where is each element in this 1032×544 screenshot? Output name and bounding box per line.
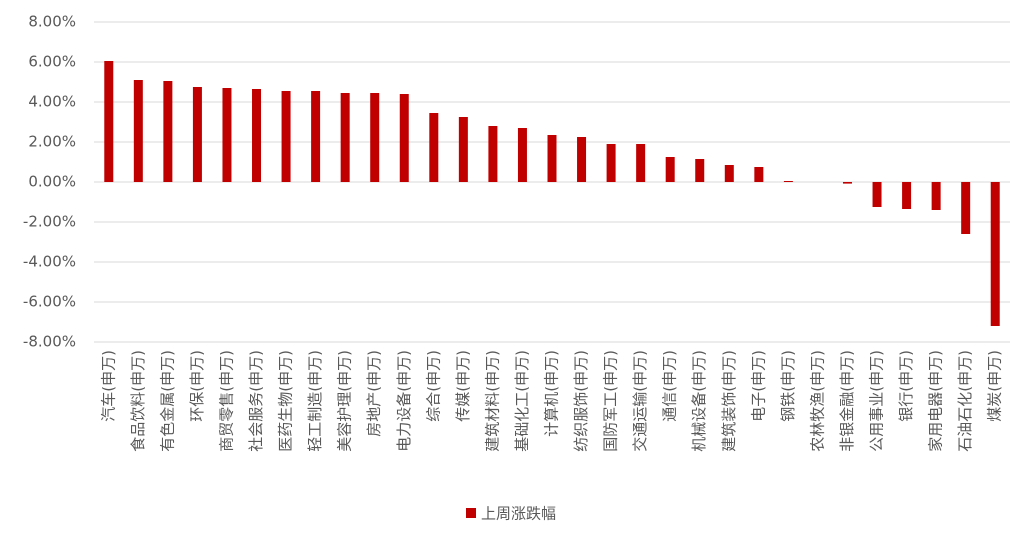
- x-tick-label: 传媒(申万): [454, 350, 472, 422]
- x-tick-label: 房地产(申万): [365, 350, 383, 437]
- bar: [517, 128, 527, 182]
- x-tick-label: 国防军工(申万): [602, 350, 620, 452]
- bar: [577, 137, 587, 182]
- bar: [222, 88, 232, 182]
- x-tick-label: 轻工制造(申万): [306, 350, 324, 452]
- x-tick-label: 公用事业(申万): [868, 350, 886, 452]
- x-tick-label: 建筑装饰(申万): [720, 350, 738, 452]
- x-tick-label: 综合(申万): [424, 350, 442, 422]
- x-tick-label: 商贸零售(申万): [217, 350, 235, 452]
- y-tick-label: -2.00%: [23, 213, 76, 231]
- x-tick-label: 银行(申万): [897, 350, 915, 422]
- bar: [281, 91, 291, 182]
- x-tick-label: 机械设备(申万): [690, 350, 708, 452]
- bar: [311, 91, 321, 182]
- bar: [902, 182, 912, 209]
- x-tick-label: 钢铁(申万): [779, 350, 797, 422]
- x-tick-label: 纺织服饰(申万): [572, 350, 590, 452]
- x-tick-label: 医药生物(申万): [277, 350, 295, 452]
- x-tick-label: 基础化工(申万): [513, 350, 531, 452]
- bar: [488, 126, 498, 182]
- x-tick-label: 通信(申万): [661, 350, 679, 422]
- bar: [872, 182, 882, 207]
- bar: [192, 87, 202, 182]
- x-tick-label: 汽车(申万): [99, 350, 117, 422]
- bar: [931, 182, 941, 210]
- bar: [842, 182, 852, 184]
- y-tick-label: 6.00%: [28, 53, 76, 71]
- x-tick-label: 电子(申万): [749, 350, 767, 422]
- bar: [163, 81, 173, 182]
- bar: [547, 135, 557, 182]
- y-tick-label: -6.00%: [23, 293, 76, 311]
- bar: [606, 144, 616, 182]
- legend-label: 上周涨跌幅: [481, 505, 556, 523]
- bar: [990, 182, 1000, 326]
- x-tick-label: 农林牧渔(申万): [808, 350, 826, 452]
- y-tick-label: 2.00%: [28, 133, 76, 151]
- bar: [104, 61, 114, 182]
- x-tick-label: 计算机(申万): [543, 350, 561, 437]
- bar: [370, 93, 380, 182]
- bar: [754, 167, 764, 182]
- y-tick-label: 0.00%: [28, 173, 76, 191]
- bar: [636, 144, 646, 182]
- y-tick-label: -8.00%: [23, 333, 76, 351]
- x-tick-label: 交通运输(申万): [631, 350, 649, 452]
- bar: [458, 117, 468, 182]
- x-tick-label: 环保(申万): [188, 350, 206, 422]
- y-tick-label: 4.00%: [28, 93, 76, 111]
- x-tick-label: 煤炭(申万): [986, 350, 1004, 422]
- bar: [399, 94, 409, 182]
- x-tick-label: 美容护理(申万): [336, 350, 354, 452]
- x-tick-label: 建筑材料(申万): [483, 350, 501, 452]
- bar: [961, 182, 971, 234]
- bar: [340, 93, 350, 182]
- bar: [665, 157, 675, 182]
- legend-swatch: [466, 508, 476, 518]
- y-tick-label: -4.00%: [23, 253, 76, 271]
- bar: [783, 181, 793, 182]
- x-tick-label: 非银金融(申万): [838, 350, 856, 452]
- x-tick-label: 社会服务(申万): [247, 350, 265, 452]
- y-tick-label: 8.00%: [28, 13, 76, 31]
- x-tick-label: 电力设备(申万): [395, 350, 413, 452]
- bar: [429, 113, 439, 182]
- bar: [724, 165, 734, 182]
- bar: [133, 80, 143, 182]
- bar: [252, 89, 262, 182]
- x-tick-label: 有色金属(申万): [158, 350, 176, 452]
- x-tick-label: 家用电器(申万): [927, 350, 945, 452]
- x-tick-label: 石油石化(申万): [956, 350, 974, 452]
- x-tick-label: 食品饮料(申万): [129, 350, 147, 452]
- bar: [695, 159, 705, 182]
